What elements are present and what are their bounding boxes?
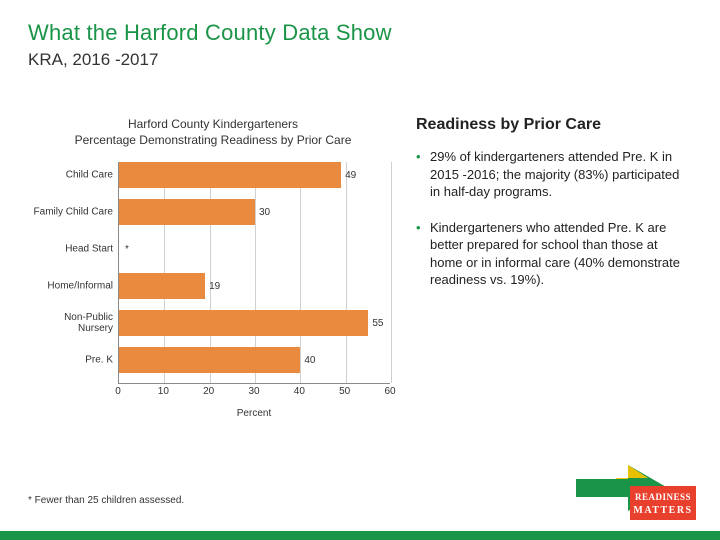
bar-value-label: 55: [372, 318, 383, 329]
section-heading: Readiness by Prior Care: [416, 116, 688, 134]
category-label: Pre. K: [31, 355, 119, 366]
bar: [119, 162, 341, 188]
category-label: Non-Public Nursery: [31, 312, 119, 334]
x-tick-label: 30: [248, 386, 259, 397]
bar-row: Child Care49: [119, 162, 356, 188]
x-tick-label: 60: [384, 386, 395, 397]
bar-value-label: 19: [209, 281, 220, 292]
bullet-item: 29% of kindergarteners attended Pre. K i…: [416, 148, 688, 201]
category-label: Family Child Care: [31, 207, 119, 218]
x-tick-label: 0: [115, 386, 121, 397]
bar-row: Family Child Care30: [119, 199, 270, 225]
footer-accent-bar: [0, 531, 720, 540]
bar: [119, 310, 368, 336]
category-label: Head Start: [31, 244, 119, 255]
chart-footnote: * Fewer than 25 children assessed.: [28, 495, 184, 506]
suppressed-marker: *: [125, 244, 129, 255]
bar-row: Non-Public Nursery55: [119, 310, 383, 336]
bar: [119, 273, 205, 299]
category-label: Home/Informal: [31, 281, 119, 292]
svg-text:READINESS: READINESS: [635, 492, 691, 502]
bar-row: Home/Informal19: [119, 273, 220, 299]
category-label: Child Care: [31, 170, 119, 181]
bar-value-label: 49: [345, 170, 356, 181]
page-title: What the Harford County Data Show: [28, 20, 692, 46]
x-tick-label: 50: [339, 386, 350, 397]
bar: [119, 347, 300, 373]
bar-value-label: 30: [259, 207, 270, 218]
readiness-matters-logo: READINESS MATTERS: [576, 453, 696, 528]
page-subtitle: KRA, 2016 -2017: [28, 50, 692, 70]
x-tick-label: 40: [294, 386, 305, 397]
bar-value-label: 40: [304, 355, 315, 366]
bullet-item: Kindergarteners who attended Pre. K are …: [416, 219, 688, 289]
readiness-bar-chart: Child Care49Family Child Care30Head Star…: [28, 162, 398, 419]
bar-row: Head Start*: [119, 236, 129, 262]
x-tick-label: 10: [158, 386, 169, 397]
x-tick-label: 20: [203, 386, 214, 397]
bar: [119, 199, 255, 225]
chart-title: Harford County Kindergarteners Percentag…: [28, 116, 398, 148]
x-axis-label: Percent: [118, 408, 390, 419]
svg-text:MATTERS: MATTERS: [633, 505, 692, 516]
bullet-list: 29% of kindergarteners attended Pre. K i…: [416, 148, 688, 289]
bar-row: Pre. K40: [119, 347, 315, 373]
